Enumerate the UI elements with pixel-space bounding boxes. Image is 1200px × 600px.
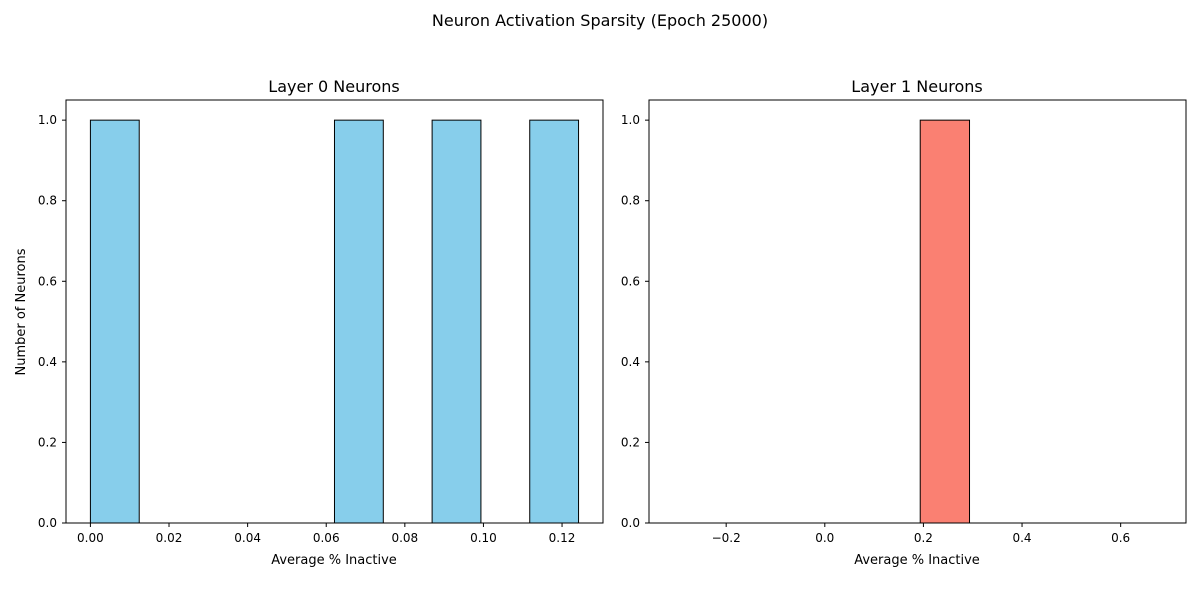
x-tick-label: −0.2 [712, 531, 741, 545]
histogram-bar [89, 119, 140, 524]
y-tick-label: 0.0 [38, 516, 57, 530]
y-tick-label: 0.2 [38, 435, 57, 449]
x-tick-label: 0.0 [815, 531, 834, 545]
y-tick-label: 0.0 [621, 516, 640, 530]
histogram-bar [431, 119, 482, 524]
x-tick-label: 0.6 [1111, 531, 1130, 545]
x-tick-label: 0.00 [77, 531, 104, 545]
x-tick-label: 0.02 [156, 531, 183, 545]
y-tick-label: 0.6 [38, 274, 57, 288]
panel-layer-1: Layer 1 Neurons Average % Inactive −0.2 0… [621, 77, 1187, 568]
panel-title: Layer 1 Neurons [851, 77, 982, 96]
x-tick-label: 0.10 [470, 531, 497, 545]
y-tick-label: 0.8 [621, 194, 640, 208]
x-tick-label: 0.08 [391, 531, 418, 545]
y-tick-label: 0.8 [38, 194, 57, 208]
histogram-bar [919, 119, 971, 524]
y-tick-label: 1.0 [621, 113, 640, 127]
x-tick-label: 0.04 [234, 531, 261, 545]
histogram-bar [529, 119, 580, 524]
x-axis-label: Average % Inactive [271, 553, 397, 568]
histogram-bar [333, 119, 384, 524]
axes-frame [65, 99, 604, 524]
panel-title: Layer 0 Neurons [268, 77, 399, 96]
axes-frame [648, 99, 1187, 524]
x-axis-label: Average % Inactive [854, 553, 980, 568]
figure-title: Neuron Activation Sparsity (Epoch 25000) [432, 11, 768, 30]
y-axis-label: Number of Neurons [14, 248, 29, 375]
y-tick-label: 0.6 [621, 274, 640, 288]
y-tick-label: 1.0 [38, 113, 57, 127]
x-tick-label: 0.06 [313, 531, 340, 545]
panel-layer-0: Layer 0 Neurons Average % Inactive Numbe… [14, 77, 604, 568]
y-tick-label: 0.4 [38, 355, 57, 369]
x-tick-label: 0.12 [549, 531, 576, 545]
x-tick-label: 0.4 [1012, 531, 1031, 545]
y-tick-label: 0.4 [621, 355, 640, 369]
y-tick-label: 0.2 [621, 435, 640, 449]
x-tick-label: 0.2 [914, 531, 933, 545]
